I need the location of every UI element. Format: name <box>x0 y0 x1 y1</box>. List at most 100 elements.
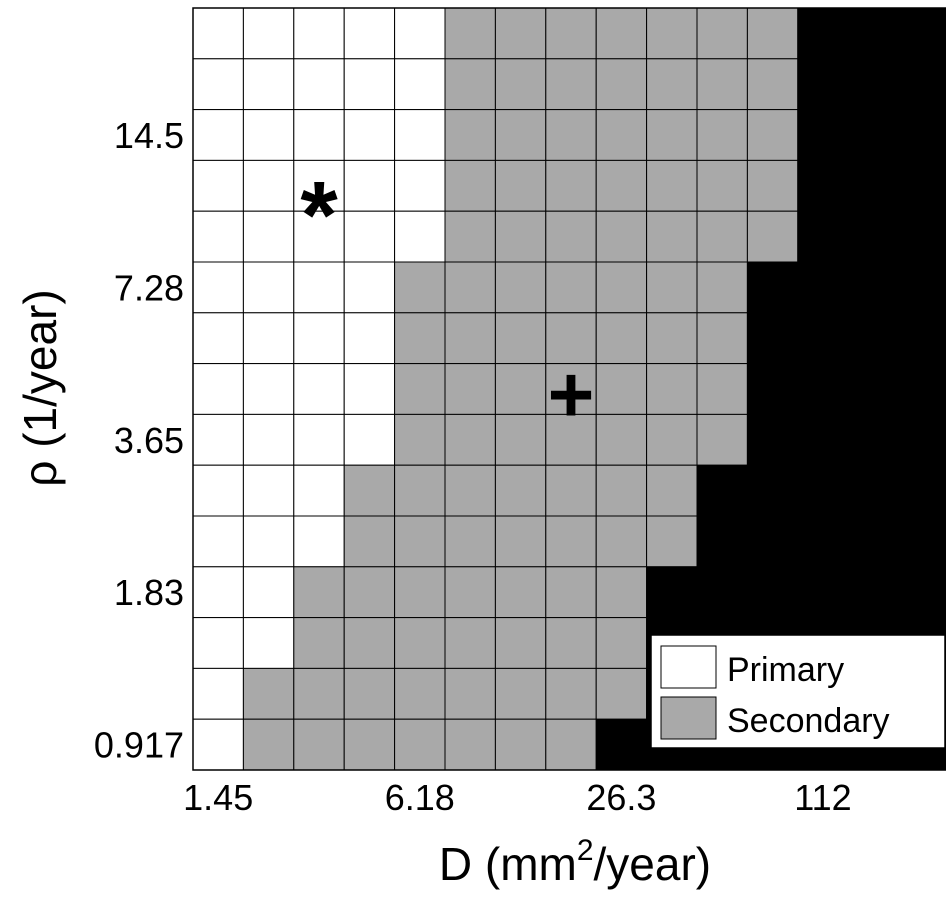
heatmap-cell-secondary <box>595 617 648 669</box>
heatmap-cell-secondary <box>444 363 496 415</box>
heatmap-cell-secondary <box>696 7 748 60</box>
heatmap-cell-secondary <box>696 109 748 161</box>
x-tick-label: 6.18 <box>385 777 455 818</box>
heatmap-cell-secondary <box>494 363 547 415</box>
heatmap-cell-primary <box>192 7 244 60</box>
heatmap-cell-other <box>898 58 946 111</box>
heatmap-cell-other <box>797 58 849 111</box>
heatmap-cell-primary <box>293 413 345 466</box>
y-tick-labels: 14.5 7.28 3.65 1.83 0.917 <box>94 115 184 766</box>
heatmap-cell-other <box>797 566 849 619</box>
heatmap-cell-secondary <box>595 464 648 517</box>
heatmap-cell-secondary <box>545 413 597 466</box>
heatmap-cell-primary <box>242 363 295 415</box>
heatmap-cell-secondary <box>595 58 648 111</box>
heatmap-cell-secondary <box>545 210 597 263</box>
heatmap-cell-primary <box>343 363 396 415</box>
heatmap-cell-secondary <box>394 464 446 517</box>
heatmap-cell-secondary <box>494 617 547 669</box>
heatmap-cell-primary <box>192 413 244 466</box>
heatmap-cell-secondary <box>545 566 597 619</box>
heatmap-cell-secondary <box>444 210 496 263</box>
heatmap-cell-other <box>797 413 849 466</box>
heatmap-cell-primary <box>192 261 244 314</box>
heatmap-cell-secondary <box>746 109 799 161</box>
heatmap-cell-secondary <box>494 210 547 263</box>
heatmap-cell-other <box>847 566 900 619</box>
heatmap-cell-other <box>847 7 900 60</box>
x-tick-label: 1.45 <box>183 777 253 818</box>
heatmap-cell-secondary <box>444 312 496 365</box>
x-tick-labels: 1.45 6.18 26.3 112 <box>183 777 852 818</box>
heatmap-cell-primary <box>343 7 396 60</box>
y-tick-label: 3.65 <box>114 420 184 461</box>
heatmap-cell-secondary <box>545 261 597 314</box>
heatmap-cell-primary <box>242 515 295 568</box>
heatmap-cell-secondary <box>444 58 496 111</box>
heatmap-cell-secondary <box>545 718 597 771</box>
legend-label-secondary: Secondary <box>727 702 890 740</box>
legend-label-primary: Primary <box>727 651 844 689</box>
legend: Primary Secondary <box>650 634 946 749</box>
heatmap-cell-primary <box>343 413 396 466</box>
heatmap-cell-secondary <box>444 566 496 619</box>
heatmap-cell-secondary <box>494 312 547 365</box>
heatmap-cell-other <box>898 566 946 619</box>
heatmap-cell-other <box>847 159 900 212</box>
heatmap-cell-secondary <box>595 667 648 720</box>
heatmap-cell-other <box>797 464 849 517</box>
heatmap-cell-other <box>797 312 849 365</box>
heatmap-cell-other <box>847 261 900 314</box>
markers: *+ <box>300 162 594 439</box>
heatmap-cell-primary <box>192 515 244 568</box>
heatmap-cell-secondary <box>494 7 547 60</box>
heatmap-cell-secondary <box>595 7 648 60</box>
heatmap-cell-secondary <box>494 109 547 161</box>
heatmap-cell-secondary <box>545 363 597 415</box>
heatmap-cell-secondary <box>646 312 698 365</box>
legend-swatch-secondary <box>660 696 717 740</box>
x-axis-label-tail: /year) <box>594 838 712 890</box>
heatmap-cell-secondary <box>394 413 446 466</box>
heatmap-cell-secondary <box>595 413 648 466</box>
y-tick-label: 14.5 <box>114 115 184 156</box>
heatmap-cell-secondary <box>394 718 446 771</box>
heatmap-cell-primary <box>293 363 345 415</box>
heatmap-cell-primary <box>343 58 396 111</box>
heatmap-cell-secondary <box>494 667 547 720</box>
heatmap-cell-primary <box>192 464 244 517</box>
heatmap-cell-secondary <box>595 159 648 212</box>
x-axis-label-sup: 2 <box>577 834 594 867</box>
heatmap-cell-other <box>847 413 900 466</box>
heatmap-cell-other <box>646 566 698 619</box>
heatmap-cell-primary <box>242 159 295 212</box>
heatmap-cell-secondary <box>494 261 547 314</box>
heatmap-cell-primary <box>293 109 345 161</box>
heatmap-cell-primary <box>343 109 396 161</box>
heatmap-cell-secondary <box>444 261 496 314</box>
heatmap-cell-primary <box>192 109 244 161</box>
heatmap-cell-primary <box>192 312 244 365</box>
heatmap-cell-other <box>797 261 849 314</box>
heatmap-cell-primary <box>394 159 446 212</box>
heatmap-cell-secondary <box>394 566 446 619</box>
heatmap-cell-other <box>746 515 799 568</box>
heatmap-cell-secondary <box>444 109 496 161</box>
heatmap-cell-secondary <box>343 464 396 517</box>
heatmap-cell-secondary <box>444 515 496 568</box>
heatmap-cell-secondary <box>595 261 648 314</box>
heatmap-cell-other <box>898 515 946 568</box>
heatmap-cell-primary <box>242 464 295 517</box>
heatmap-cell-secondary <box>696 312 748 365</box>
heatmap-cell-secondary <box>646 159 698 212</box>
heatmap-cell-secondary <box>394 363 446 415</box>
heatmap-cell-primary <box>192 566 244 619</box>
heatmap-cell-secondary <box>696 261 748 314</box>
heatmap-cell-other <box>847 312 900 365</box>
heatmap-cell-secondary <box>494 58 547 111</box>
heatmap-cell-primary <box>394 7 446 60</box>
heatmap-cell-secondary <box>646 413 698 466</box>
heatmap-cell-primary <box>293 7 345 60</box>
heatmap-cell-secondary <box>343 617 396 669</box>
heatmap-cell-other <box>847 109 900 161</box>
